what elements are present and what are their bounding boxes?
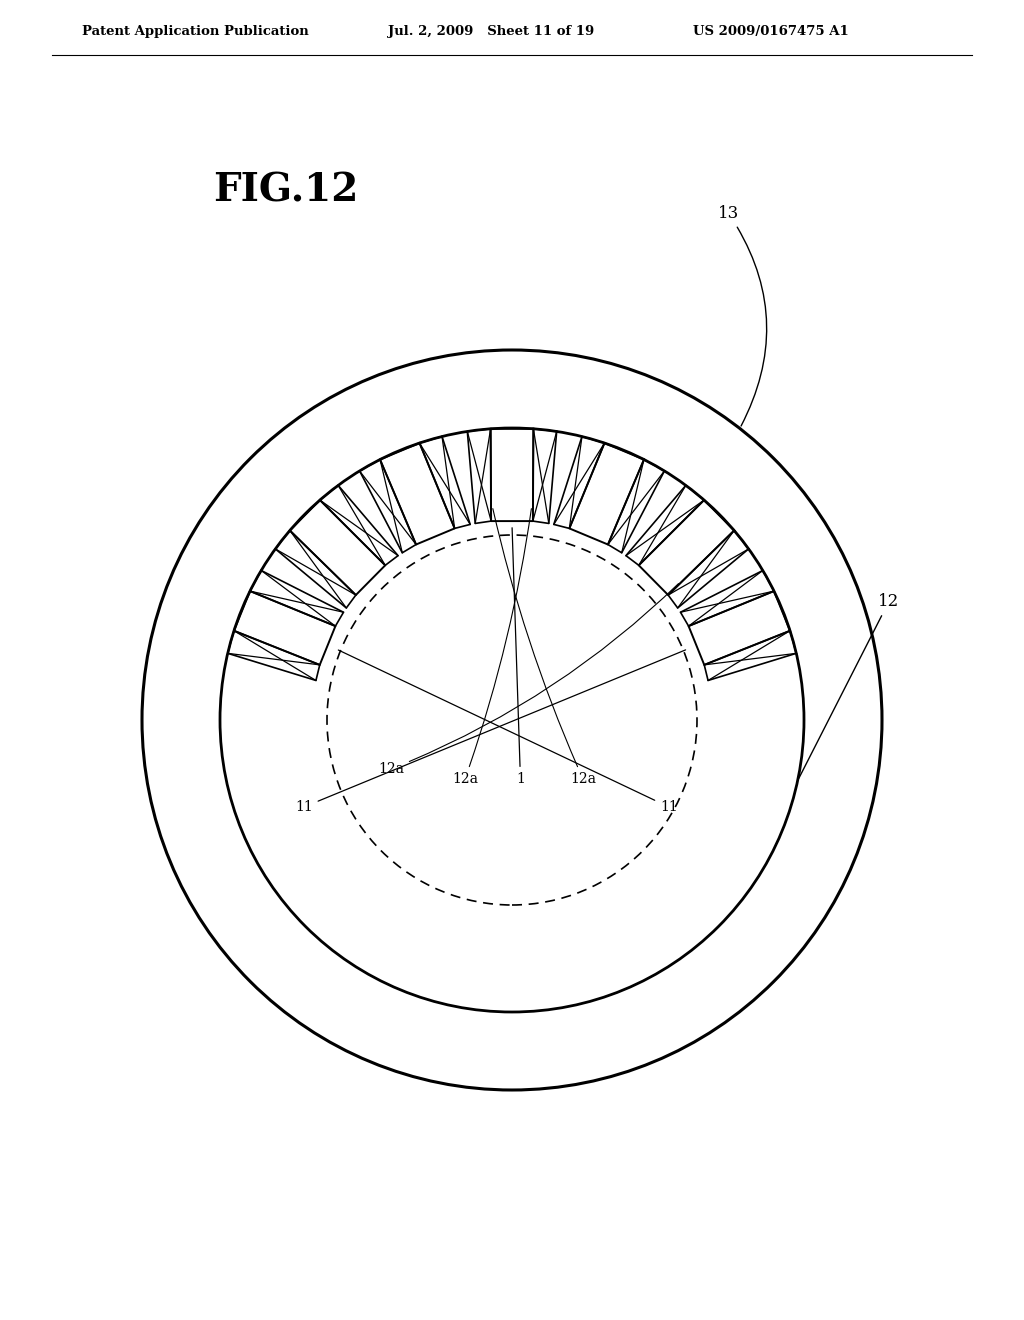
Text: 12a: 12a (493, 508, 596, 785)
Text: Patent Application Publication: Patent Application Publication (82, 25, 309, 38)
Text: FIG.12: FIG.12 (213, 172, 358, 210)
Text: Jul. 2, 2009   Sheet 11 of 19: Jul. 2, 2009 Sheet 11 of 19 (388, 25, 594, 38)
Text: 11: 11 (338, 649, 678, 814)
Text: US 2009/0167475 A1: US 2009/0167475 A1 (693, 25, 849, 38)
Text: 1: 1 (512, 528, 525, 785)
Text: 11: 11 (295, 649, 686, 814)
Text: 12a: 12a (452, 508, 531, 785)
Text: 12a: 12a (378, 583, 679, 776)
Text: 13: 13 (718, 205, 767, 426)
Text: 12: 12 (799, 594, 899, 779)
